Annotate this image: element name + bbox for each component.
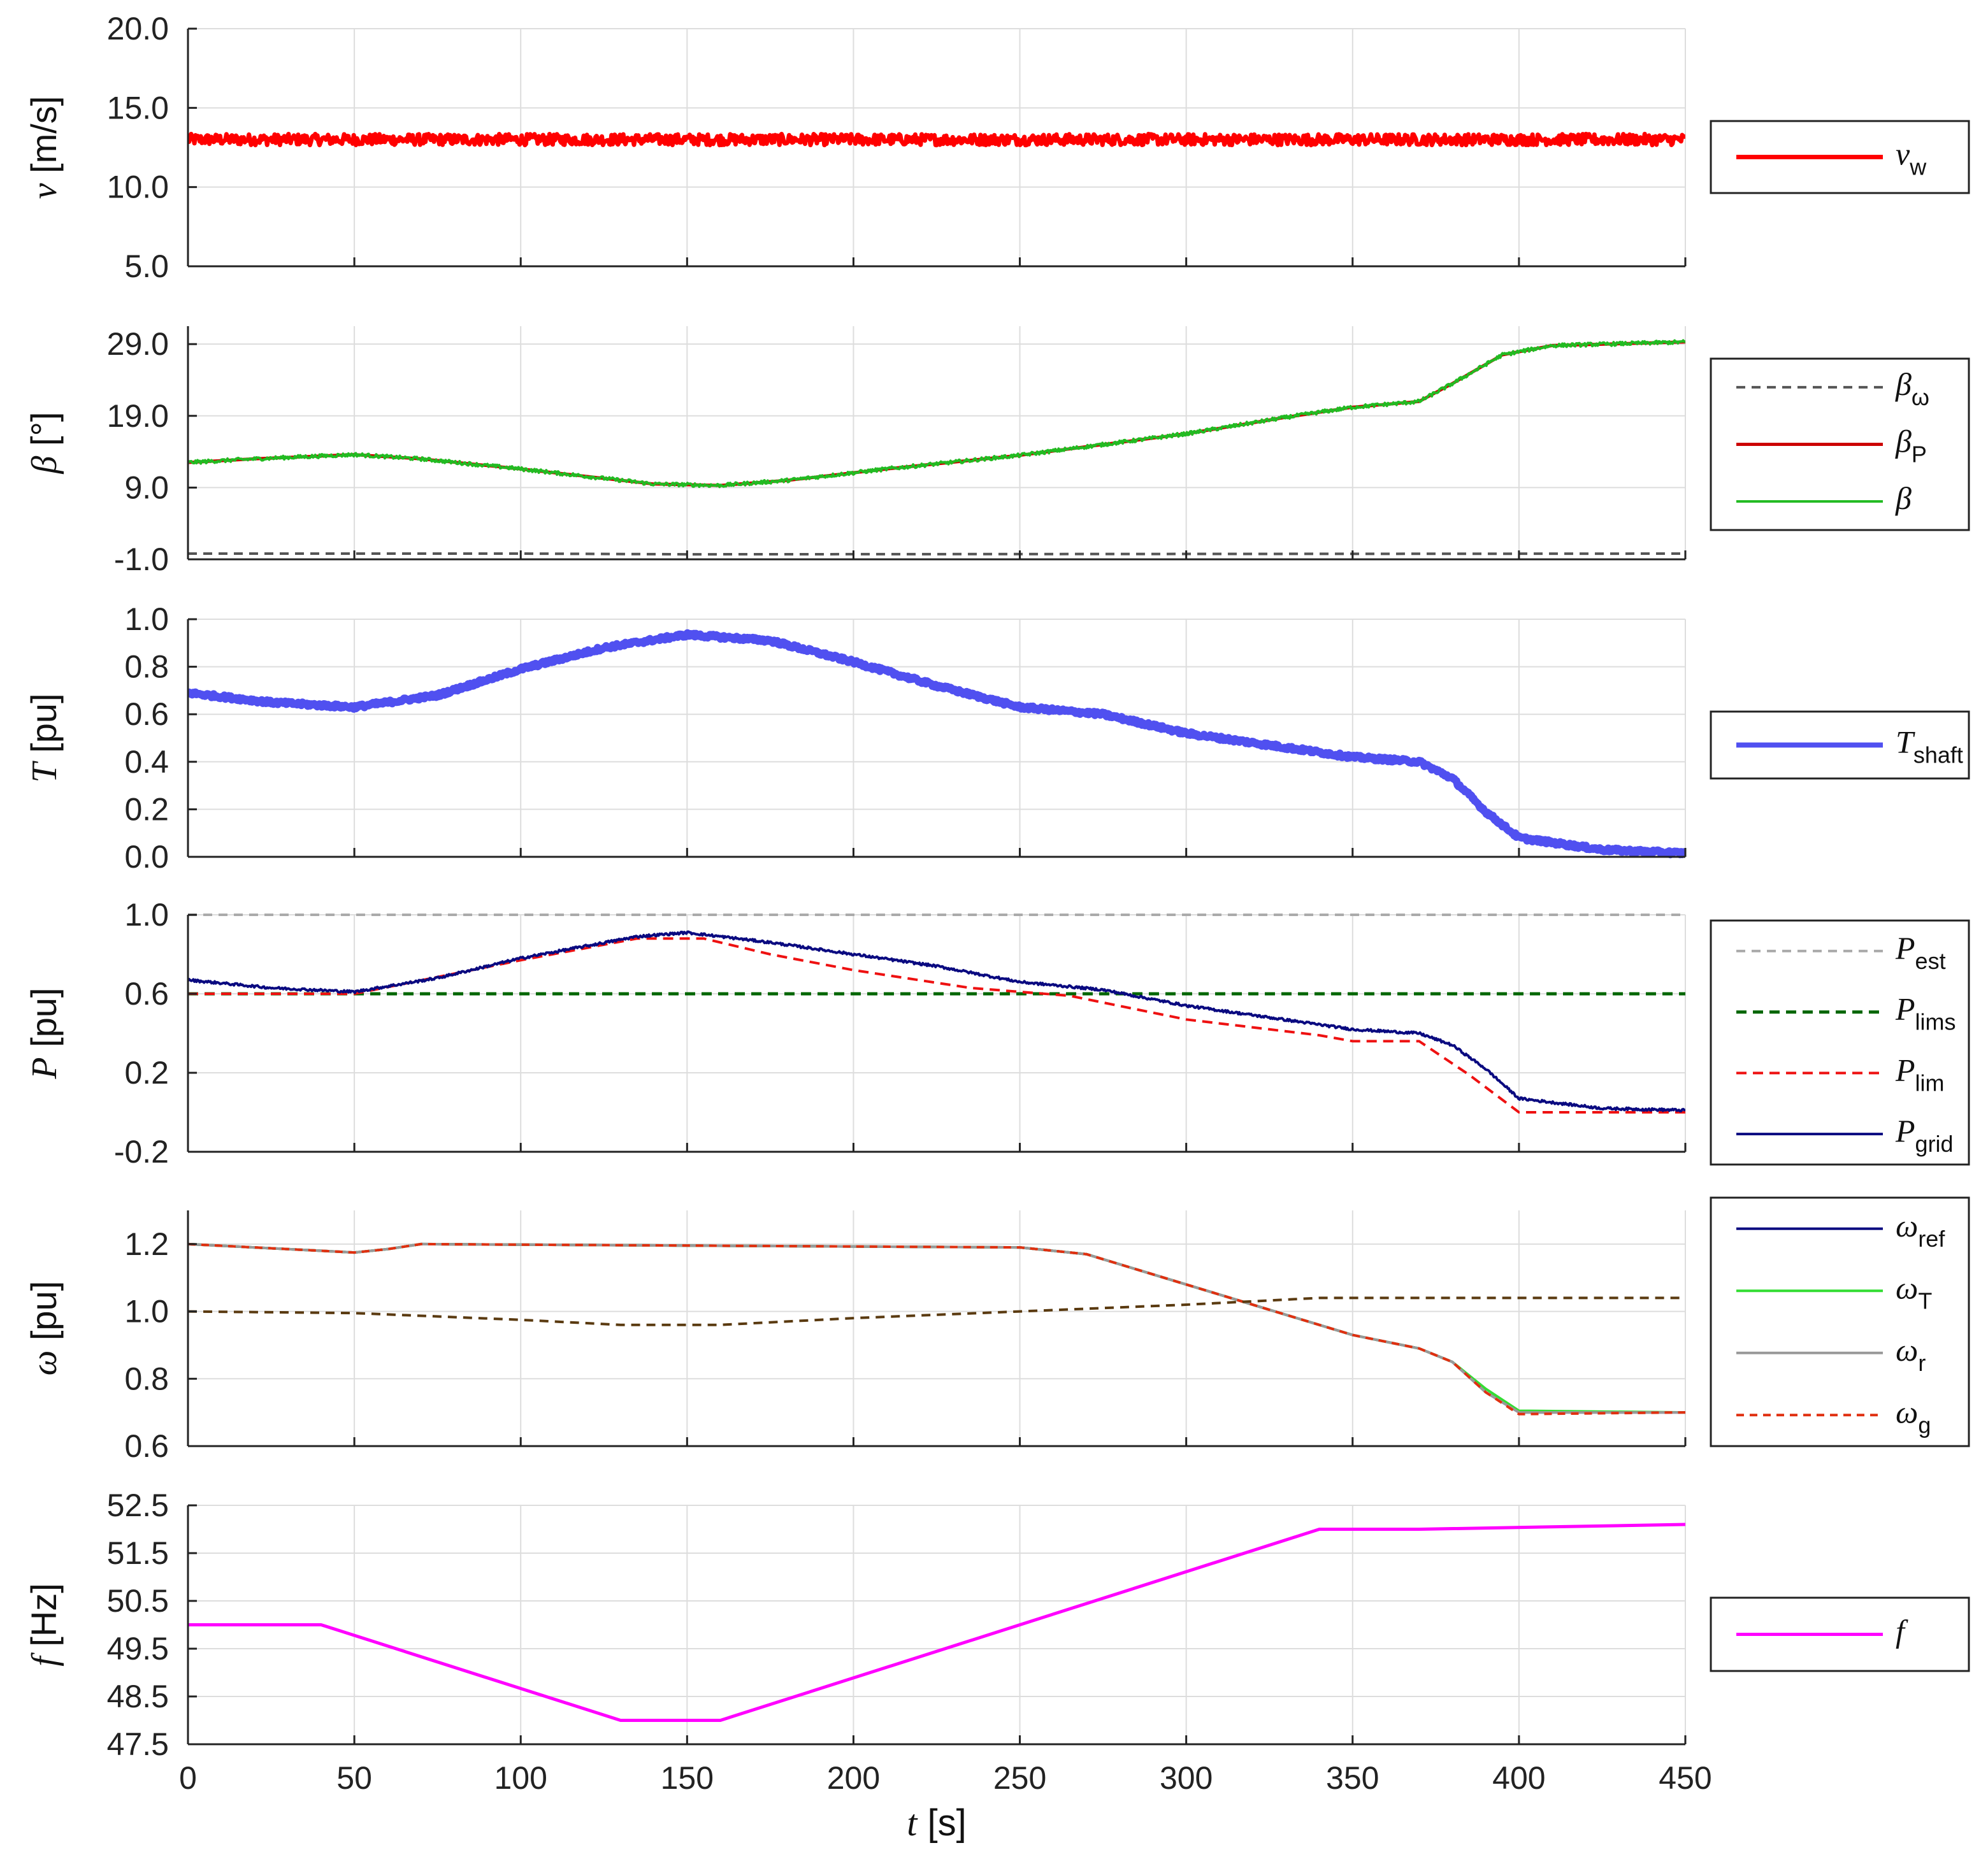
panel-pitch: -1.0 9.0 19.0 29.0 β [°]: [24, 326, 1687, 577]
series-group: [188, 131, 1685, 148]
legend-box: [1710, 1196, 1970, 1447]
legend-box: [1710, 919, 1970, 1166]
x-tick-label: 50: [336, 1760, 372, 1796]
series-line-speed-3: [188, 1242, 1685, 1416]
y-tick-label: 29.0: [107, 326, 169, 362]
legend-label: ωref: [1896, 1208, 1945, 1252]
y-tick-label: 10.0: [107, 169, 169, 205]
y-tick-label: 49.5: [107, 1631, 169, 1667]
y-tick-label: 0.6: [124, 696, 169, 732]
x-tick-label: 400: [1492, 1760, 1545, 1796]
series-line-power-3: [188, 930, 1685, 1113]
y-tick-label: 0.8: [124, 649, 169, 685]
series-group: [188, 339, 1685, 556]
legend-speed: ωref ωT ωr ωg: [1710, 1196, 1970, 1447]
series-line-speed-0: [188, 1242, 1685, 1414]
y-tick-label: 0.2: [124, 1055, 169, 1091]
legend-freq: f: [1710, 1596, 1970, 1672]
y-axis-label: ω [pu]: [24, 1281, 64, 1376]
legend-label: Tshaft: [1896, 724, 1963, 768]
x-tick-label: 350: [1326, 1760, 1379, 1796]
legend-label: Pgrid: [1895, 1113, 1954, 1157]
legend-label: Pest: [1895, 930, 1946, 974]
x-axis-label: t [s]: [907, 1802, 966, 1844]
y-tick-label: 19.0: [107, 398, 169, 434]
legend-label: βω: [1895, 366, 1929, 410]
y-tick-label: 0.2: [124, 791, 169, 827]
y-axis-label: v [m/s]: [24, 96, 64, 199]
y-tick-label: 1.0: [124, 1294, 169, 1330]
series-group: [188, 914, 1685, 1114]
series-group: [188, 629, 1685, 859]
y-axis-label: P [pu]: [24, 987, 64, 1079]
y-tick-label: 51.5: [107, 1535, 169, 1571]
legend-label: Plims: [1895, 991, 1956, 1035]
legend-label: β: [1895, 480, 1912, 516]
y-axis-label: T [pu]: [24, 693, 64, 782]
legend-torque: Tshaft: [1710, 710, 1970, 780]
y-tick-label: 0.6: [124, 976, 169, 1012]
y-tick-label: 1.0: [124, 601, 169, 637]
y-tick-label: 9.0: [124, 470, 169, 505]
y-tick-label: -0.2: [114, 1134, 169, 1170]
y-tick-label: 5.0: [124, 248, 169, 284]
legend-wind: vw: [1710, 120, 1970, 194]
x-tick-label: 0: [179, 1760, 197, 1796]
y-tick-label: 15.0: [107, 90, 169, 125]
legend-label: βP: [1895, 424, 1927, 468]
legend-label: Plim: [1895, 1052, 1945, 1096]
x-tick-label: 250: [993, 1760, 1046, 1796]
y-tick-label: 0.4: [124, 744, 169, 780]
y-axis-label: f [Hz]: [24, 1583, 64, 1667]
x-tick-label: 200: [827, 1760, 880, 1796]
y-tick-label: 52.5: [107, 1488, 169, 1523]
x-tick-label: 150: [661, 1760, 714, 1796]
series-line-torque-0: [188, 629, 1685, 859]
series-line-pitch-2: [188, 339, 1685, 489]
y-tick-label: 20.0: [107, 11, 169, 47]
y-tick-label: 50.5: [107, 1583, 169, 1619]
y-tick-label: 1.2: [124, 1226, 169, 1262]
panel-freq: 47.5 48.5 49.5 50.5 51.5 52.5 f [Hz]: [24, 1488, 1687, 1762]
series-line-speed-2: [188, 1242, 1685, 1414]
legend-label: ωr: [1896, 1332, 1926, 1376]
series-line-freq-0: [188, 1523, 1685, 1722]
y-tick-label: 48.5: [107, 1679, 169, 1714]
y-tick-label: 0.6: [124, 1428, 169, 1464]
series-group: [188, 1242, 1685, 1416]
legend-power: Pest Plims Plim Pgrid: [1710, 919, 1970, 1166]
legend-label: vw: [1896, 136, 1927, 180]
series-group: [188, 1523, 1685, 1722]
y-tick-label: 1.0: [124, 897, 169, 933]
legend-label: ωg: [1896, 1394, 1931, 1438]
y-tick-label: -1.0: [114, 541, 169, 577]
panel-torque: 0.0 0.2 0.4 0.6 0.8 1.0 T [pu]: [24, 601, 1687, 875]
series-line-speed-1: [188, 1242, 1685, 1414]
x-tick-label: 300: [1160, 1760, 1213, 1796]
legend-label: ωT: [1896, 1270, 1932, 1314]
x-tick-label: 450: [1659, 1760, 1711, 1796]
series-line-wind-0: [188, 131, 1685, 148]
panel-power: -0.2 0.2 0.6 1.0 P [pu]: [24, 897, 1687, 1170]
y-axis-label: β [°]: [24, 412, 64, 475]
series-line-speed-4: [188, 1296, 1685, 1326]
panel-wind: 5.0 10.0 15.0 20.0 v [m/s]: [24, 11, 1687, 284]
y-tick-label: 0.8: [124, 1361, 169, 1396]
y-tick-label: 0.0: [124, 839, 169, 875]
panel-speed: 0.6 0.8 1.0 1.2 ω [pu]: [24, 1210, 1687, 1464]
legend-pitch: βω βP β: [1710, 357, 1970, 531]
y-tick-label: 47.5: [107, 1726, 169, 1762]
x-tick-label: 100: [494, 1760, 547, 1796]
